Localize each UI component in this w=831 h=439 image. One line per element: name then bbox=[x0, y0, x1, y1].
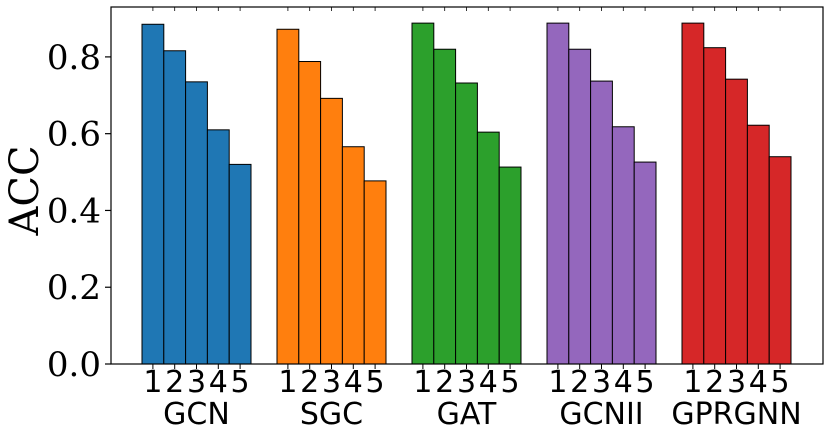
y-tick-label-0.4: 0.4 bbox=[47, 191, 101, 231]
bar-gcn-5 bbox=[228, 163, 252, 365]
bar-gcnii-4 bbox=[611, 126, 635, 365]
bar-gat-3 bbox=[455, 82, 478, 365]
bar-sgc-3 bbox=[320, 97, 343, 365]
x-tick-label-gcnii-3: 3 bbox=[592, 365, 611, 400]
y-tick-label-0.2: 0.2 bbox=[47, 268, 101, 308]
x-tick-label-gcn-1: 1 bbox=[143, 365, 162, 400]
bar-gcn-2 bbox=[163, 50, 187, 365]
y-tick-label-0.6: 0.6 bbox=[47, 115, 101, 155]
bar-gcn-4 bbox=[206, 129, 230, 365]
x-tick-label-gcn-5: 5 bbox=[231, 365, 250, 400]
bar-gat-2 bbox=[433, 48, 457, 365]
group-label-gcnii: GCNII bbox=[559, 397, 643, 432]
plot-area-frame bbox=[110, 6, 824, 365]
bar-gprgnn-4 bbox=[746, 124, 770, 365]
bar-gat-1 bbox=[411, 22, 435, 365]
x-tick-label-sgc-1: 1 bbox=[278, 365, 297, 400]
bar-gcn-3 bbox=[185, 81, 208, 365]
x-tick-label-sgc-3: 3 bbox=[322, 365, 341, 400]
x-tick-label-sgc-2: 2 bbox=[300, 365, 319, 400]
x-tick-label-gcnii-5: 5 bbox=[636, 365, 655, 400]
bar-gat-4 bbox=[476, 131, 500, 365]
group-label-gat: GAT bbox=[437, 397, 497, 432]
x-tick-label-gat-4: 4 bbox=[479, 365, 498, 400]
group-label-gcn: GCN bbox=[163, 397, 230, 432]
x-tick-label-gprgnn-5: 5 bbox=[771, 365, 790, 400]
group-label-gprgnn: GPRGNN bbox=[671, 397, 801, 432]
bar-sgc-4 bbox=[341, 146, 365, 365]
x-tick-label-gcn-4: 4 bbox=[209, 365, 228, 400]
y-axis-label: ACC bbox=[2, 145, 48, 236]
x-tick-label-sgc-4: 4 bbox=[344, 365, 363, 400]
x-tick-label-gprgnn-1: 1 bbox=[683, 365, 702, 400]
x-tick-label-gat-3: 3 bbox=[457, 365, 476, 400]
bar-gcnii-5 bbox=[633, 161, 657, 365]
x-tick-label-gat-5: 5 bbox=[501, 365, 520, 400]
x-tick-label-gprgnn-3: 3 bbox=[727, 365, 746, 400]
bar-gprgnn-5 bbox=[768, 156, 792, 365]
x-tick-label-gcn-3: 3 bbox=[187, 365, 206, 400]
bar-sgc-1 bbox=[276, 28, 300, 365]
x-tick-label-sgc-5: 5 bbox=[366, 365, 385, 400]
bar-sgc-2 bbox=[298, 61, 322, 365]
x-tick-label-gcn-2: 2 bbox=[165, 365, 184, 400]
y-tick-label-0.0: 0.0 bbox=[47, 345, 101, 385]
x-tick-label-gcnii-2: 2 bbox=[570, 365, 589, 400]
bar-gcnii-2 bbox=[568, 48, 592, 365]
group-label-sgc: SGC bbox=[300, 397, 363, 432]
bar-gprgnn-3 bbox=[725, 78, 748, 365]
bar-gcn-1 bbox=[141, 23, 165, 365]
bar-gprgnn-2 bbox=[703, 47, 727, 365]
x-tick-label-gcnii-1: 1 bbox=[548, 365, 567, 400]
y-tick-label-0.8: 0.8 bbox=[47, 38, 101, 78]
x-tick-label-gcnii-4: 4 bbox=[614, 365, 633, 400]
bar-sgc-5 bbox=[363, 180, 387, 365]
x-tick-label-gat-1: 1 bbox=[413, 365, 432, 400]
bar-gat-5 bbox=[498, 166, 522, 365]
bar-gcnii-3 bbox=[590, 80, 613, 365]
x-tick-label-gat-2: 2 bbox=[435, 365, 454, 400]
bar-gcnii-1 bbox=[546, 22, 570, 365]
x-tick-label-gprgnn-4: 4 bbox=[749, 365, 768, 400]
x-tick-label-gprgnn-2: 2 bbox=[705, 365, 724, 400]
bar-gprgnn-1 bbox=[681, 22, 705, 365]
